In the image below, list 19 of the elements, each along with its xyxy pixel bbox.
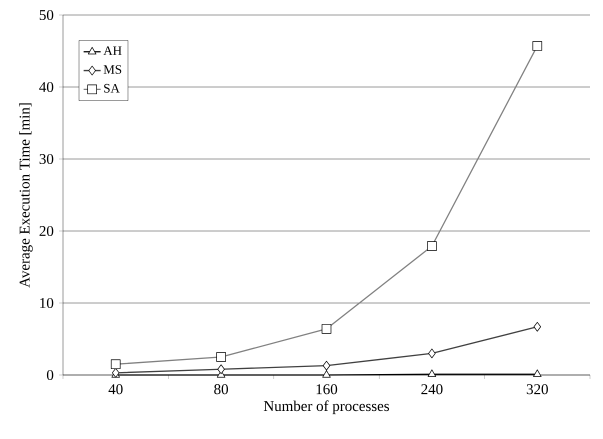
legend-label: MS: [104, 65, 122, 74]
y-tick-label: 40: [39, 82, 54, 92]
x-tick-label: 320: [526, 384, 548, 394]
point: [533, 369, 542, 377]
legend-label: AH: [103, 46, 122, 55]
y-tick-label: 20: [40, 226, 54, 236]
point: [428, 369, 436, 377]
legend-label: SA: [104, 84, 120, 93]
x-tick-label: 40: [108, 384, 123, 394]
y-axis-title: Average Execution Time [min]: [19, 103, 33, 288]
point: [322, 370, 331, 378]
y-tick-label: 0: [46, 370, 54, 380]
x-tick-label: 160: [316, 384, 338, 394]
y-tick-label: 10: [40, 298, 54, 308]
x-tick-label: 80: [214, 384, 228, 394]
x-tick-label: 240: [421, 384, 443, 394]
x-axis-title: Number of processes: [264, 400, 390, 414]
y-tick-label: 50: [40, 10, 54, 20]
y-tick-label: 30: [40, 154, 54, 164]
